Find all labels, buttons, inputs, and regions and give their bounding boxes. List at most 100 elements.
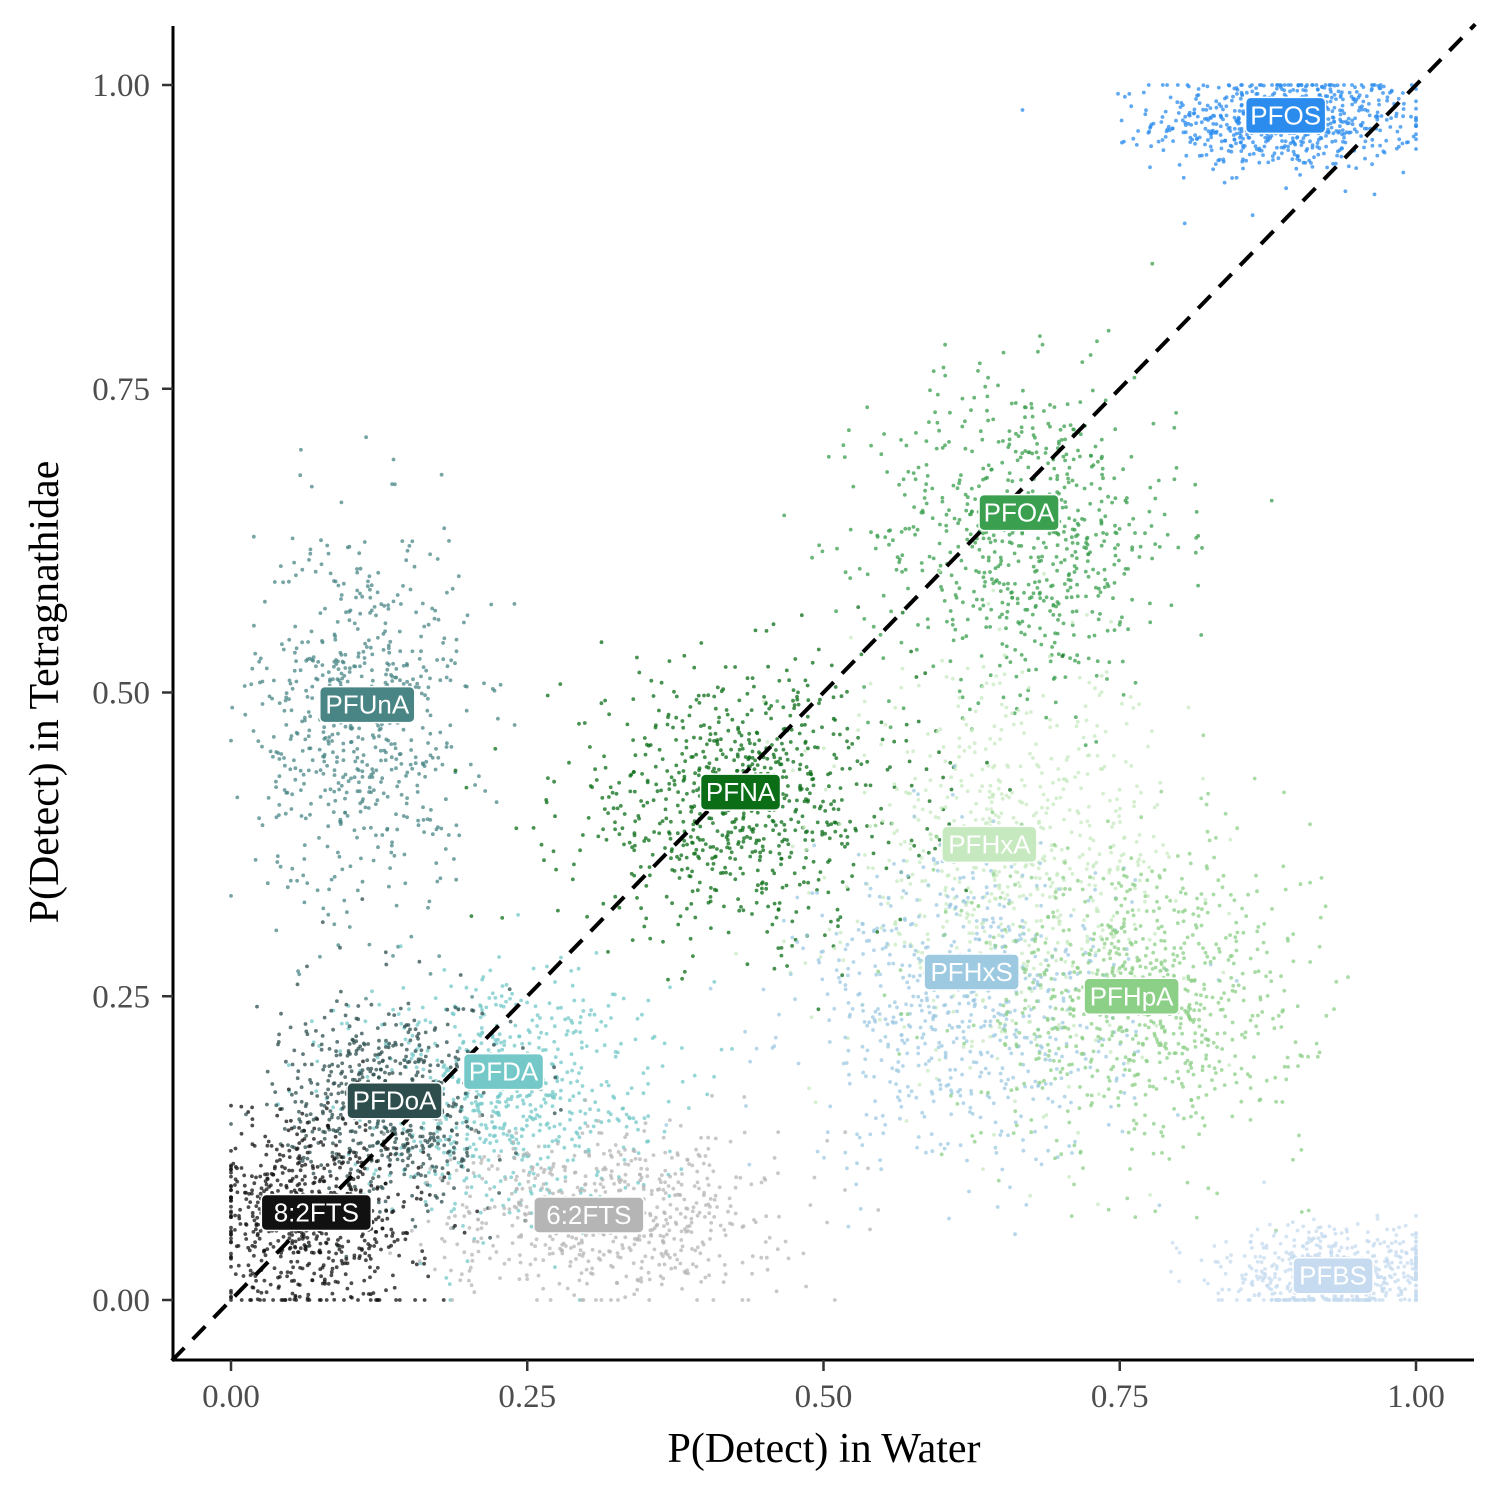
data-point	[610, 790, 615, 795]
data-point	[937, 1057, 942, 1062]
data-point	[430, 755, 435, 760]
data-point	[1004, 1082, 1008, 1086]
data-point	[1221, 970, 1226, 975]
data-point	[1076, 508, 1080, 513]
data-point	[937, 569, 942, 573]
data-point	[274, 928, 279, 933]
data-point	[1165, 972, 1170, 977]
data-point	[969, 1088, 973, 1093]
data-point	[274, 785, 278, 789]
data-point	[994, 897, 998, 901]
data-point	[1339, 146, 1344, 151]
data-point	[953, 627, 958, 632]
data-point	[958, 1143, 963, 1148]
data-point	[1161, 1124, 1166, 1129]
data-point	[1035, 442, 1039, 446]
data-point	[336, 667, 341, 671]
data-point	[1111, 1064, 1116, 1069]
data-point	[961, 1101, 966, 1105]
data-point	[1034, 603, 1038, 608]
data-point	[721, 870, 725, 875]
data-point	[815, 888, 819, 892]
data-point	[990, 916, 995, 921]
data-point	[1350, 122, 1355, 127]
data-point	[945, 1028, 950, 1033]
data-point	[803, 678, 808, 683]
data-point	[1029, 402, 1034, 406]
data-point	[606, 950, 610, 954]
data-point	[933, 815, 938, 819]
data-point	[607, 712, 611, 717]
data-point	[1191, 111, 1196, 116]
data-point	[1055, 543, 1060, 548]
data-point	[618, 804, 623, 808]
data-point	[1180, 118, 1185, 123]
data-point	[369, 583, 374, 588]
data-point	[961, 875, 966, 880]
data-point	[635, 896, 639, 900]
data-point	[1083, 1057, 1088, 1061]
data-point	[1116, 543, 1120, 547]
data-point	[1157, 1051, 1162, 1055]
data-point	[1017, 1031, 1022, 1035]
data-point	[1095, 659, 1100, 664]
data-point	[961, 717, 966, 721]
data-point	[348, 666, 352, 671]
data-point	[1362, 126, 1367, 131]
data-point	[945, 1011, 950, 1015]
data-point	[453, 661, 457, 666]
data-point	[761, 987, 766, 992]
data-point	[970, 727, 974, 732]
data-point	[981, 477, 985, 482]
data-point	[934, 834, 939, 839]
data-point	[996, 925, 1001, 929]
data-point	[419, 649, 423, 654]
data-point	[278, 564, 283, 568]
data-point	[1057, 1104, 1062, 1109]
data-point	[996, 786, 1001, 791]
data-point	[951, 638, 956, 643]
data-point	[938, 783, 943, 788]
data-point	[1240, 92, 1244, 97]
data-point	[890, 821, 895, 826]
data-point	[496, 716, 500, 721]
data-point	[1181, 103, 1185, 107]
data-point	[611, 806, 616, 811]
data-point	[747, 825, 752, 829]
data-point	[298, 473, 303, 478]
data-point	[1133, 1215, 1138, 1219]
data-point	[1020, 531, 1025, 536]
data-point	[876, 969, 881, 974]
data-point	[968, 1066, 973, 1070]
data-point	[1106, 819, 1110, 824]
data-point	[1164, 895, 1169, 899]
data-point	[1113, 496, 1118, 501]
data-point	[1051, 914, 1056, 919]
data-point	[415, 681, 420, 686]
data-point	[603, 698, 607, 703]
data-point	[375, 798, 380, 803]
data-point	[277, 701, 282, 705]
data-point	[916, 956, 921, 961]
data-point	[439, 826, 444, 831]
data-point	[553, 814, 557, 819]
data-point	[1067, 1120, 1072, 1125]
data-point	[886, 840, 891, 845]
data-point	[368, 587, 372, 592]
data-point	[777, 678, 782, 683]
data-point	[1034, 1157, 1038, 1162]
data-point	[899, 1104, 904, 1109]
data-point	[832, 752, 837, 757]
data-point	[267, 694, 272, 699]
data-point	[1414, 137, 1418, 142]
data-point	[905, 750, 910, 754]
data-point	[1062, 1094, 1067, 1099]
data-point	[1197, 1008, 1202, 1013]
data-point	[1107, 925, 1112, 929]
data-point	[343, 810, 347, 815]
data-point	[1000, 1167, 1005, 1172]
data-point	[823, 831, 827, 836]
data-point	[1066, 1084, 1071, 1089]
data-point	[1023, 415, 1027, 420]
data-point	[1088, 836, 1093, 841]
